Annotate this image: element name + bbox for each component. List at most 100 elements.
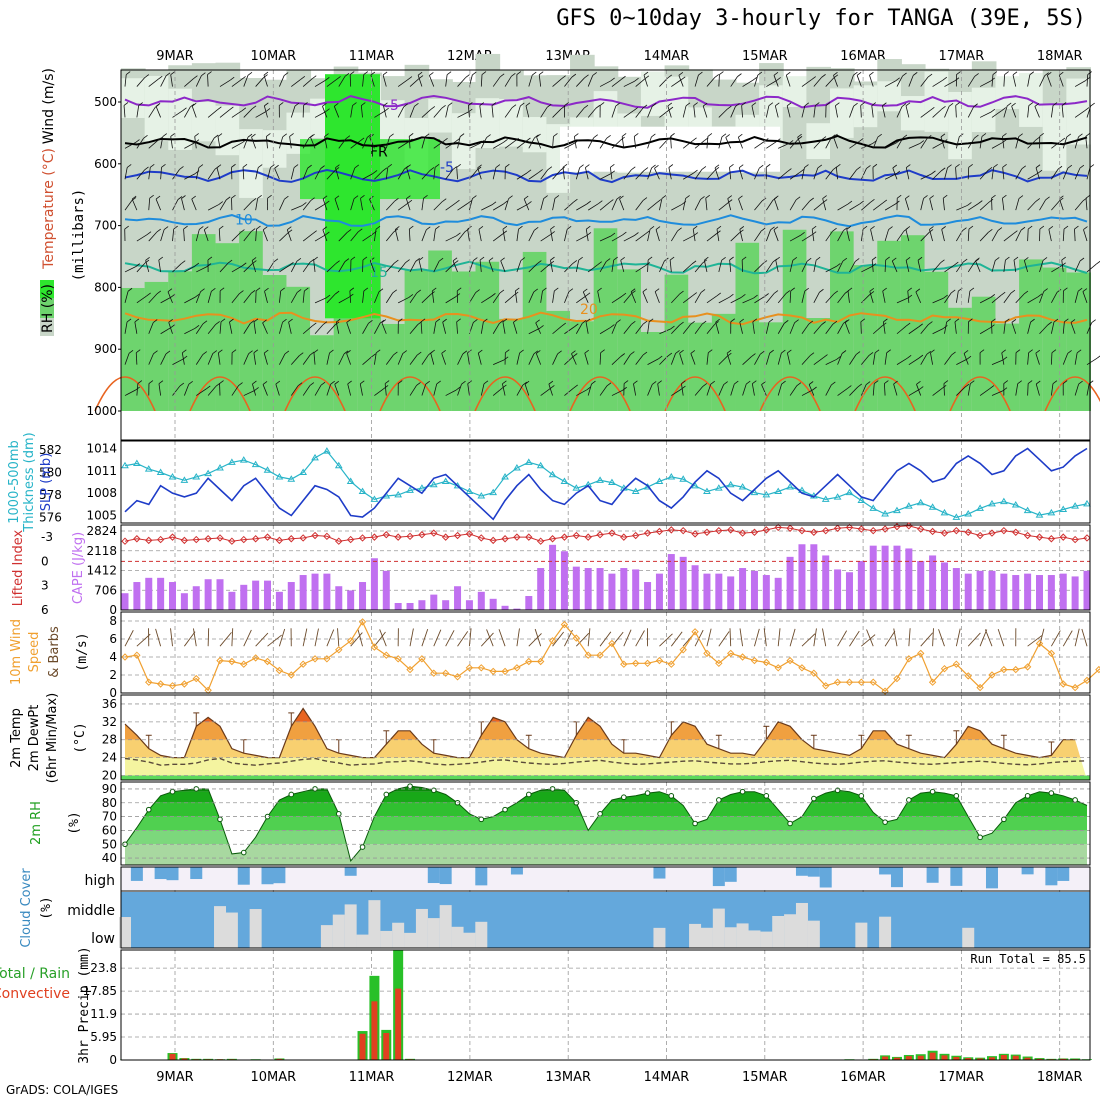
wind-barb-flag	[212, 350, 218, 354]
wind-barb-flag	[869, 288, 875, 292]
wind-barb-flag	[1064, 318, 1069, 323]
wind10-barb	[326, 629, 335, 647]
thickness-marker	[418, 484, 426, 491]
thickness-marker	[524, 458, 533, 465]
cloud-high-bar	[950, 867, 963, 886]
wind-barb-flag	[127, 287, 133, 292]
wind-barb	[670, 136, 672, 149]
wind-barb	[837, 388, 848, 396]
wind-barb	[599, 352, 602, 365]
wind-barb-flag	[693, 232, 699, 236]
wind-barb	[635, 233, 646, 242]
wind-barb-flag	[562, 164, 568, 168]
wind-barb	[528, 328, 540, 335]
wind-barb-flag	[853, 102, 858, 107]
wind-barb	[825, 230, 833, 242]
wind10-marker	[750, 656, 759, 665]
wind-barb-flag	[324, 133, 329, 137]
wind-barb	[1034, 106, 1040, 118]
wind-barb	[908, 143, 920, 149]
thickness-marker	[952, 513, 961, 520]
wind-barb-flag	[751, 102, 757, 107]
wind-barb-flag	[309, 258, 315, 263]
surface-isotherm	[379, 376, 441, 412]
wind-barb	[385, 167, 389, 180]
thickness-marker	[904, 502, 913, 509]
wind-barb	[184, 173, 196, 180]
wind-barb	[433, 383, 438, 396]
wind-barb-flag	[1005, 256, 1010, 261]
wind-barb-flag	[574, 133, 579, 137]
wind-barb	[195, 354, 204, 365]
wind-barb	[643, 74, 648, 87]
wind-barb-flag	[616, 195, 621, 200]
wind10-marker	[430, 669, 438, 677]
wind-barb-flag	[480, 140, 485, 144]
wind-barb-flag	[495, 164, 501, 168]
wind-barb-flag	[488, 257, 494, 261]
wind-barb-flag	[207, 71, 212, 75]
wind-barb-flag	[156, 290, 162, 295]
wind-barb-flag	[651, 133, 656, 138]
wind-barb	[1012, 74, 1017, 87]
rh-shade-light	[995, 76, 1021, 109]
wind-barb	[433, 108, 442, 118]
wind-barb	[575, 323, 583, 334]
wind-barb-flag	[194, 133, 199, 137]
wind-barb	[1002, 167, 1005, 180]
wind-barb-flag	[943, 380, 949, 384]
thickness-marker	[667, 472, 676, 480]
wind10-marker	[406, 665, 414, 674]
wind-barb	[907, 290, 910, 303]
wind-barb	[385, 262, 395, 273]
thickness-marker	[1035, 511, 1044, 518]
wind-barb	[279, 199, 285, 211]
wind-barb-flag	[1078, 380, 1083, 385]
cape-bar	[145, 577, 153, 610]
wind-barb	[837, 323, 844, 334]
wind-barb	[786, 105, 791, 118]
wind-barb-flag	[218, 201, 224, 205]
wind-barb	[492, 292, 501, 304]
wind-barb-flag	[296, 289, 302, 293]
wind-barb-flag	[532, 71, 537, 76]
wind-barb-flag	[207, 256, 213, 261]
thickness-label: 1000-500mb	[7, 440, 22, 524]
wind-barb	[374, 110, 385, 118]
wind-barb-flag	[123, 102, 129, 106]
wind-barb	[184, 78, 194, 87]
wind-barb	[920, 109, 931, 118]
cape-bar	[1012, 575, 1020, 610]
wind10-barb	[374, 631, 386, 647]
thickness-marker	[441, 477, 450, 484]
wind10-marker	[833, 678, 842, 686]
wind-barb-flag	[868, 352, 874, 356]
wind-barb	[801, 234, 813, 242]
wind-barb-flag	[700, 289, 706, 293]
wind10-barb	[314, 628, 319, 647]
thickness-tick: 580	[39, 465, 62, 479]
wind-barb	[941, 229, 945, 242]
wind-barb	[397, 262, 406, 273]
wind-barb	[397, 141, 409, 149]
rh-shade-green	[971, 296, 997, 411]
wind-barb	[742, 383, 747, 396]
wind-barb	[599, 202, 610, 211]
wind-barb-flag	[781, 349, 786, 354]
wind-barb	[1074, 291, 1079, 303]
wind-barb	[255, 229, 257, 242]
wind-barb-flag	[806, 257, 812, 262]
cape-bar	[370, 558, 378, 610]
wind-barb-flag	[752, 318, 758, 323]
wind-barb-flag	[284, 350, 290, 355]
wind-barb-flag	[146, 231, 152, 235]
wind-barb-flag	[201, 72, 206, 77]
wind-barb-flag	[346, 350, 351, 354]
rh-shade-green	[688, 322, 713, 411]
wind10-marker	[536, 657, 545, 666]
wind-barb-flag	[645, 230, 650, 235]
wind10-frame	[120, 611, 1091, 694]
wind-barb-flag	[257, 164, 263, 168]
wind-barb-flag	[905, 195, 910, 199]
wind-barb	[584, 353, 589, 365]
